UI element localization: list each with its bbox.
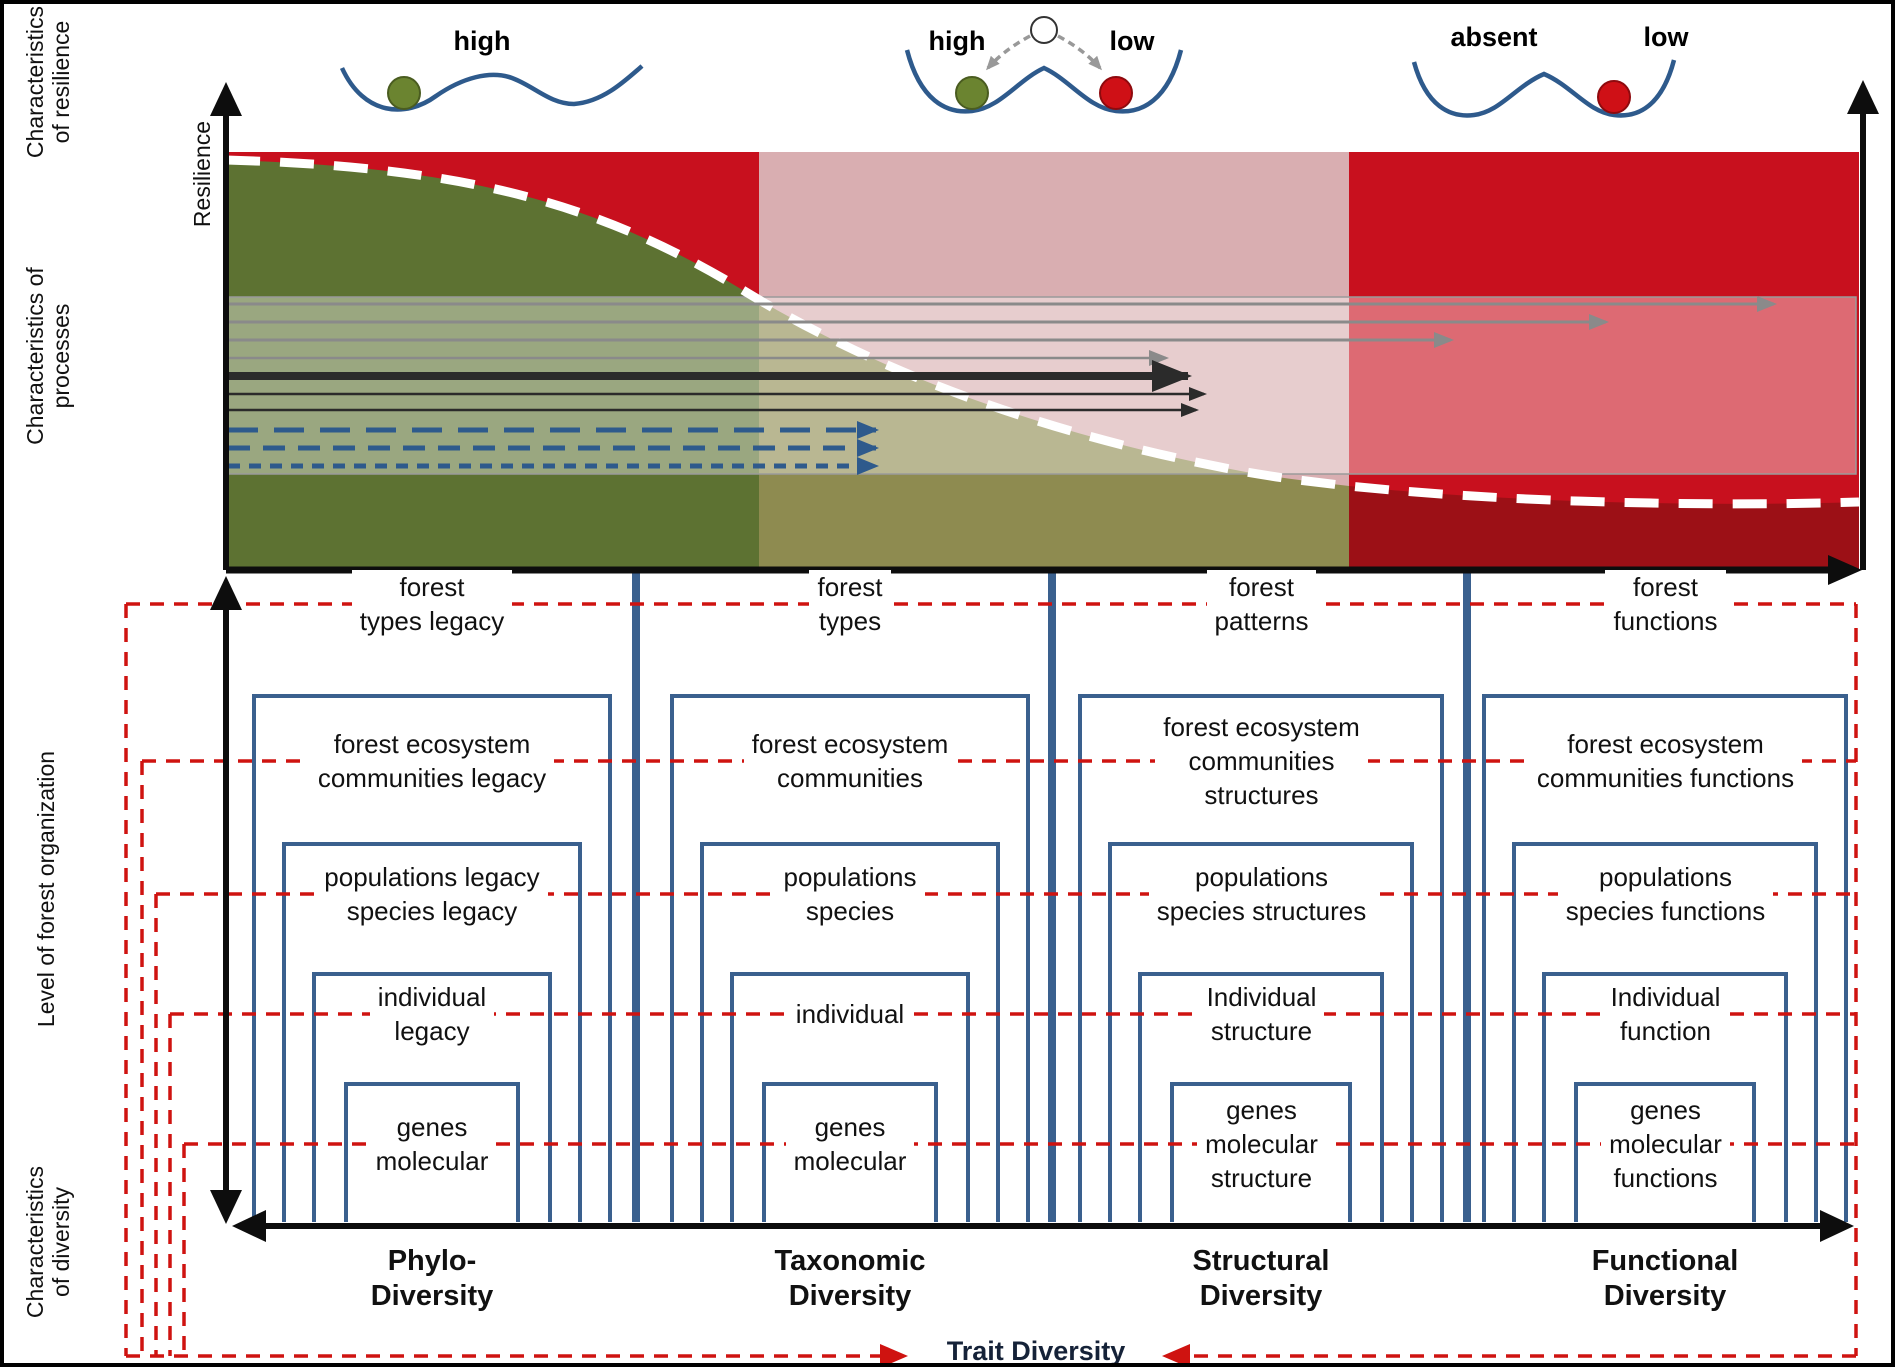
org-level-label: forest ecosystem communities <box>743 727 957 795</box>
org-level-label: Individual function <box>1602 980 1729 1048</box>
axis-arrow-up-icon <box>210 82 242 116</box>
org-level-label: genes molecular structure <box>1197 1093 1326 1195</box>
org-level-label: genes molecular <box>367 1110 497 1178</box>
column-divider <box>632 572 640 1222</box>
axis-arrow-down-icon <box>210 1190 242 1224</box>
side-label-characteristics-of-resilience: Characteristics of resilience <box>22 5 74 159</box>
process-window <box>227 296 1857 475</box>
org-level-label: forest ecosystem communities structures <box>1155 710 1368 812</box>
side-label-characteristics-of-diversity: Characteristics of diversity <box>22 1165 74 1319</box>
stability-landscapes-strip <box>339 16 1677 118</box>
column-divider <box>1048 572 1056 1222</box>
org-level-label: individual <box>787 997 913 1031</box>
axis-arrow-right-icon <box>1820 1210 1854 1242</box>
column-label-taxonomic: Taxonomic Diversity <box>774 1245 926 1312</box>
org-level-label: populations legacy species legacy <box>316 860 548 928</box>
landscape-curve-right <box>1411 59 1677 118</box>
axis-arrow-right-icon <box>1828 555 1862 585</box>
resilience-high-label: high <box>928 26 986 56</box>
trait-diversity-label: Trait Diversity <box>919 1336 1153 1363</box>
green-ball-icon <box>955 76 989 110</box>
org-level-label: forest types legacy <box>351 570 513 638</box>
resilience-absent-label: absent <box>1450 22 1538 52</box>
red-ball-icon <box>1099 76 1133 110</box>
column-label-functional: Functional Diversity <box>1591 1245 1739 1312</box>
resilience-low-label: low <box>1109 26 1155 56</box>
org-level-label: genes molecular <box>785 1110 915 1178</box>
org-level-label: individual legacy <box>369 980 495 1048</box>
column-divider <box>1463 572 1471 1222</box>
side-label-characteristics-of-processes: Characteristics of processes <box>22 267 74 445</box>
org-level-label: forest types <box>809 570 891 638</box>
red-ball-icon <box>1597 80 1631 114</box>
landscape-curve-left <box>339 64 644 112</box>
org-level-label: genes molecular functions <box>1601 1093 1730 1195</box>
axis-arrow-up-icon <box>1847 80 1879 114</box>
empty-ball-icon <box>1030 16 1058 44</box>
column-label-phylo: Phylo- Diversity <box>370 1245 494 1312</box>
side-label-level-of-forest-organization: Level of forest organization <box>33 750 59 1028</box>
green-ball-icon <box>387 76 421 110</box>
org-level-label: forest ecosystem communities legacy <box>309 727 555 795</box>
org-level-label: populations species structures <box>1148 860 1375 928</box>
axis-arrow-up-icon <box>210 576 242 610</box>
tip-arrow-right-icon <box>1057 34 1102 71</box>
org-level-label: populations species functions <box>1557 860 1774 928</box>
org-level-label: forest patterns <box>1206 570 1317 638</box>
resilience-high-label: high <box>453 26 511 56</box>
resilience-low-label: low <box>1643 22 1689 52</box>
trait-arrow-left-icon <box>1162 1344 1190 1363</box>
column-label-structural: Structural Diversity <box>1192 1245 1330 1312</box>
axis-arrow-left-icon <box>232 1210 266 1242</box>
resilience-axis-label: Resilience <box>189 120 215 228</box>
resilience-band <box>226 152 1859 569</box>
landscape-curve-middle <box>904 49 1184 114</box>
org-level-label: Individual structure <box>1198 980 1325 1048</box>
org-level-label: forest ecosystem communities functions <box>1528 727 1803 795</box>
org-level-label: populations species <box>775 860 925 928</box>
org-level-label: forest functions <box>1605 570 1726 638</box>
tip-arrow-left-icon <box>986 34 1031 71</box>
trait-arrow-right-icon <box>880 1344 908 1363</box>
resilience-curve <box>226 155 1859 509</box>
